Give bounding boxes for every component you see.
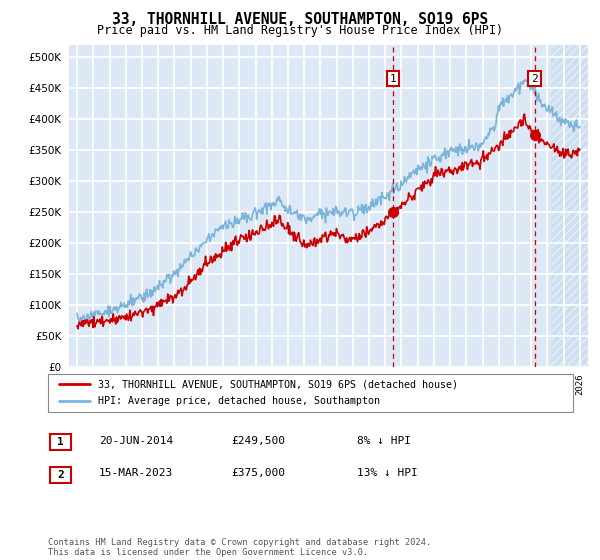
Text: 2: 2: [531, 73, 538, 83]
Text: £375,000: £375,000: [231, 468, 285, 478]
Text: 1: 1: [389, 73, 396, 83]
Text: 2: 2: [57, 470, 64, 480]
Text: £249,500: £249,500: [231, 436, 285, 446]
Text: 1: 1: [57, 437, 64, 447]
Bar: [551, 45, 588, 367]
FancyBboxPatch shape: [50, 435, 71, 450]
Text: 15-MAR-2023: 15-MAR-2023: [99, 468, 173, 478]
Text: Price paid vs. HM Land Registry's House Price Index (HPI): Price paid vs. HM Land Registry's House …: [97, 24, 503, 36]
Bar: [551, 45, 588, 367]
Text: 33, THORNHILL AVENUE, SOUTHAMPTON, SO19 6PS: 33, THORNHILL AVENUE, SOUTHAMPTON, SO19 …: [112, 12, 488, 27]
FancyBboxPatch shape: [50, 467, 71, 483]
FancyBboxPatch shape: [48, 374, 573, 412]
Text: 13% ↓ HPI: 13% ↓ HPI: [357, 468, 418, 478]
Text: 8% ↓ HPI: 8% ↓ HPI: [357, 436, 411, 446]
Text: 20-JUN-2014: 20-JUN-2014: [99, 436, 173, 446]
Text: HPI: Average price, detached house, Southampton: HPI: Average price, detached house, Sout…: [98, 396, 380, 407]
Text: 33, THORNHILL AVENUE, SOUTHAMPTON, SO19 6PS (detached house): 33, THORNHILL AVENUE, SOUTHAMPTON, SO19 …: [98, 379, 458, 389]
Text: Contains HM Land Registry data © Crown copyright and database right 2024.
This d: Contains HM Land Registry data © Crown c…: [48, 538, 431, 557]
